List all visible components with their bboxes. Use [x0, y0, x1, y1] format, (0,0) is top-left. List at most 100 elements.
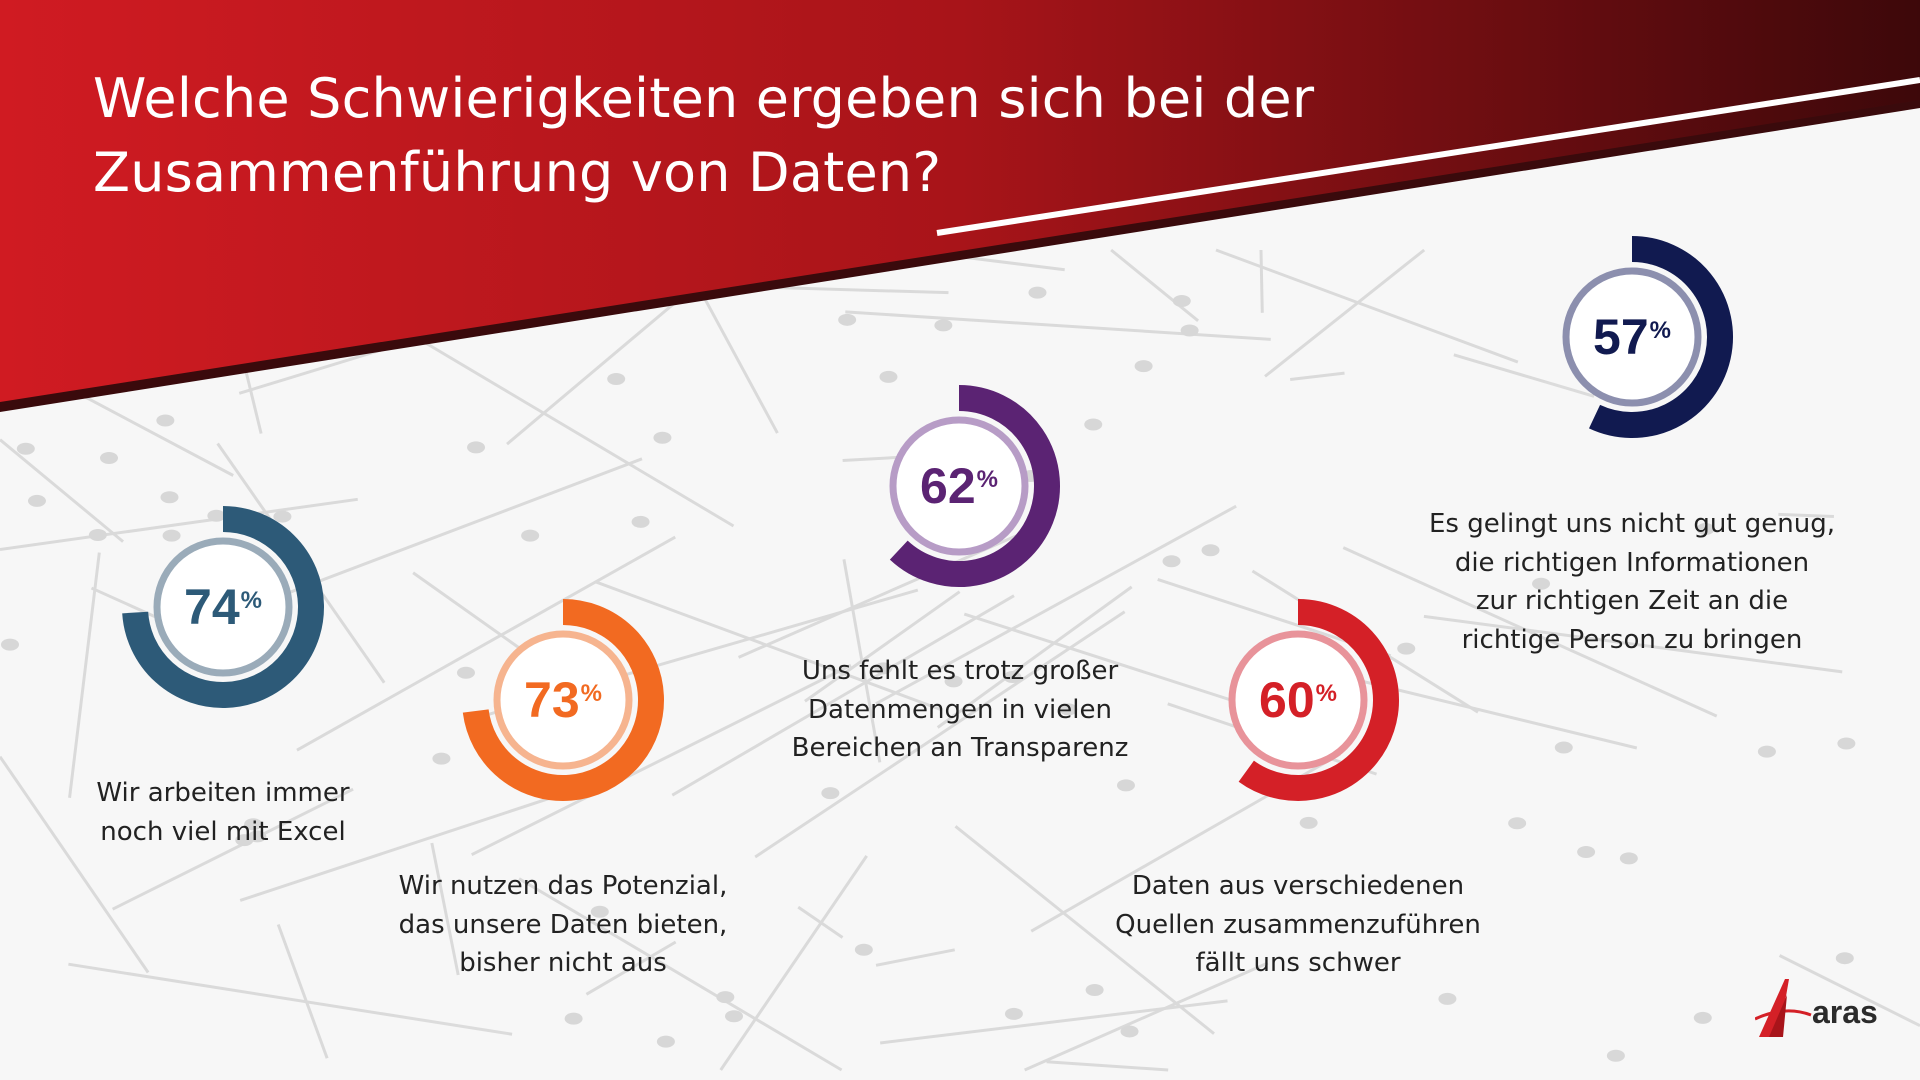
label-line: fällt uns schwer: [1195, 948, 1401, 978]
circuit-line: [1264, 248, 1426, 378]
value-text: 57: [1593, 309, 1649, 365]
circuit-dot: [156, 414, 175, 427]
value-text: 73: [524, 672, 580, 728]
circuit-dot: [244, 818, 263, 831]
circuit-line: [470, 663, 852, 857]
label-line: Daten aus verschiedenen: [1131, 871, 1465, 901]
donut-svg: [889, 385, 1060, 587]
donut-svg: [122, 506, 324, 708]
circuit-dot: [1299, 816, 1318, 829]
label-line: Bereichen an Transparenz: [791, 733, 1129, 763]
progress-arc: [462, 599, 664, 801]
circuit-dot: [1180, 324, 1199, 337]
donut-57: 57%: [1522, 227, 1742, 447]
circuit-dot: [207, 509, 226, 522]
circuit-line: [719, 855, 868, 1071]
unit-text: %: [1649, 317, 1671, 344]
circuit-line: [875, 504, 1237, 706]
label-line: bisher nicht aus: [459, 948, 667, 978]
circuit-dot: [1059, 703, 1078, 716]
circuit-dot: [248, 830, 267, 843]
value-text: 74: [184, 579, 240, 635]
progress-arc: [1238, 599, 1399, 801]
donut-svg: [1228, 599, 1399, 801]
circuit-dot: [1508, 817, 1527, 830]
circuit-line: [296, 535, 676, 752]
label-line: Es gelingt uns nicht gut genug,: [1429, 509, 1835, 539]
circuit-line: [1778, 954, 1920, 1028]
circuit-dot: [1757, 745, 1776, 758]
circuit-dot: [1085, 984, 1104, 997]
label-line: Quellen zusammenzuführen: [1115, 909, 1481, 940]
circuit-dot: [879, 370, 898, 383]
logo-text: aras: [1812, 994, 1878, 1030]
circuit-line: [1110, 248, 1200, 322]
circuit-line: [842, 559, 882, 763]
circuit-line: [239, 781, 598, 902]
donut-73: 73%: [453, 590, 673, 810]
circuit-line: [111, 787, 354, 911]
circuit-line: [518, 877, 843, 1072]
circuit-dot: [27, 494, 46, 507]
label-quellen: Daten aus verschiedenen Quellen zusammen…: [1068, 867, 1528, 983]
label-line: zur richtigen Zeit an die: [1475, 586, 1789, 616]
circuit-dot: [88, 528, 107, 541]
percent-value: 60%: [1188, 590, 1408, 810]
percent-value: 73%: [453, 590, 673, 810]
circuit-dot: [1201, 544, 1220, 557]
circuit-dot: [160, 491, 179, 504]
donut-74: 74%: [113, 497, 333, 717]
circuit-dot: [725, 1010, 744, 1023]
circuit-dot: [162, 529, 181, 542]
label-line: noch viel mit Excel: [100, 816, 346, 847]
circuit-dot: [656, 1035, 675, 1048]
circuit-line: [1289, 371, 1345, 382]
circuit-dot: [467, 441, 486, 454]
inner-ring: [1562, 267, 1702, 407]
circuit-dot: [1116, 779, 1135, 792]
percent-value: 57%: [1522, 227, 1742, 447]
circuit-dot: [1438, 992, 1457, 1005]
circuit-dot: [1693, 1011, 1712, 1024]
circuit-line: [1423, 614, 1843, 674]
title-line: Welche Schwierigkeiten ergeben sich bei …: [93, 67, 1315, 130]
unit-text: %: [580, 680, 602, 707]
label-line: das unsere Daten bieten,: [398, 909, 728, 940]
donut-svg: [462, 599, 664, 801]
circuit-dot: [1835, 952, 1854, 965]
circuit-dot: [1028, 286, 1047, 299]
circuit-line: [954, 825, 1215, 1035]
circuit-dot: [1134, 360, 1153, 373]
donut-svg: [1562, 236, 1733, 438]
inner-ring: [889, 416, 1029, 556]
donut-62: 62%: [849, 376, 1069, 596]
circuit-dot: [456, 666, 475, 679]
circuit-dot: [564, 1012, 583, 1025]
header-banner: [0, 0, 1920, 402]
circuit-line: [1778, 512, 1834, 518]
label-line: Uns fehlt es trotz großer: [801, 656, 1119, 686]
label-line: Wir arbeiten immer: [96, 778, 350, 808]
circuit-dot: [1084, 418, 1103, 431]
unit-text: %: [1315, 680, 1337, 707]
inner-ring: [493, 630, 633, 770]
circuit-dot: [934, 319, 953, 332]
circuit-line: [276, 923, 329, 1059]
label-excel: Wir arbeiten immer noch viel mit Excel: [0, 774, 453, 851]
circuit-dot: [1003, 671, 1022, 684]
circuit-line: [1259, 249, 1264, 313]
circuit-dot: [273, 510, 292, 523]
circuit-line: [1024, 961, 1269, 1072]
unit-text: %: [976, 466, 998, 493]
inner-ring: [1228, 630, 1368, 770]
circuit-dot: [821, 787, 840, 800]
percent-value: 62%: [849, 376, 1069, 596]
circuit-line: [1453, 353, 1595, 398]
circuit-dot: [1696, 523, 1715, 536]
circuit-dot: [1554, 741, 1573, 754]
title-line: Zusammenführung von Daten?: [93, 141, 942, 204]
circuit-line: [804, 590, 961, 703]
circuit-dot: [653, 431, 672, 444]
circuit-line: [1046, 1060, 1169, 1072]
